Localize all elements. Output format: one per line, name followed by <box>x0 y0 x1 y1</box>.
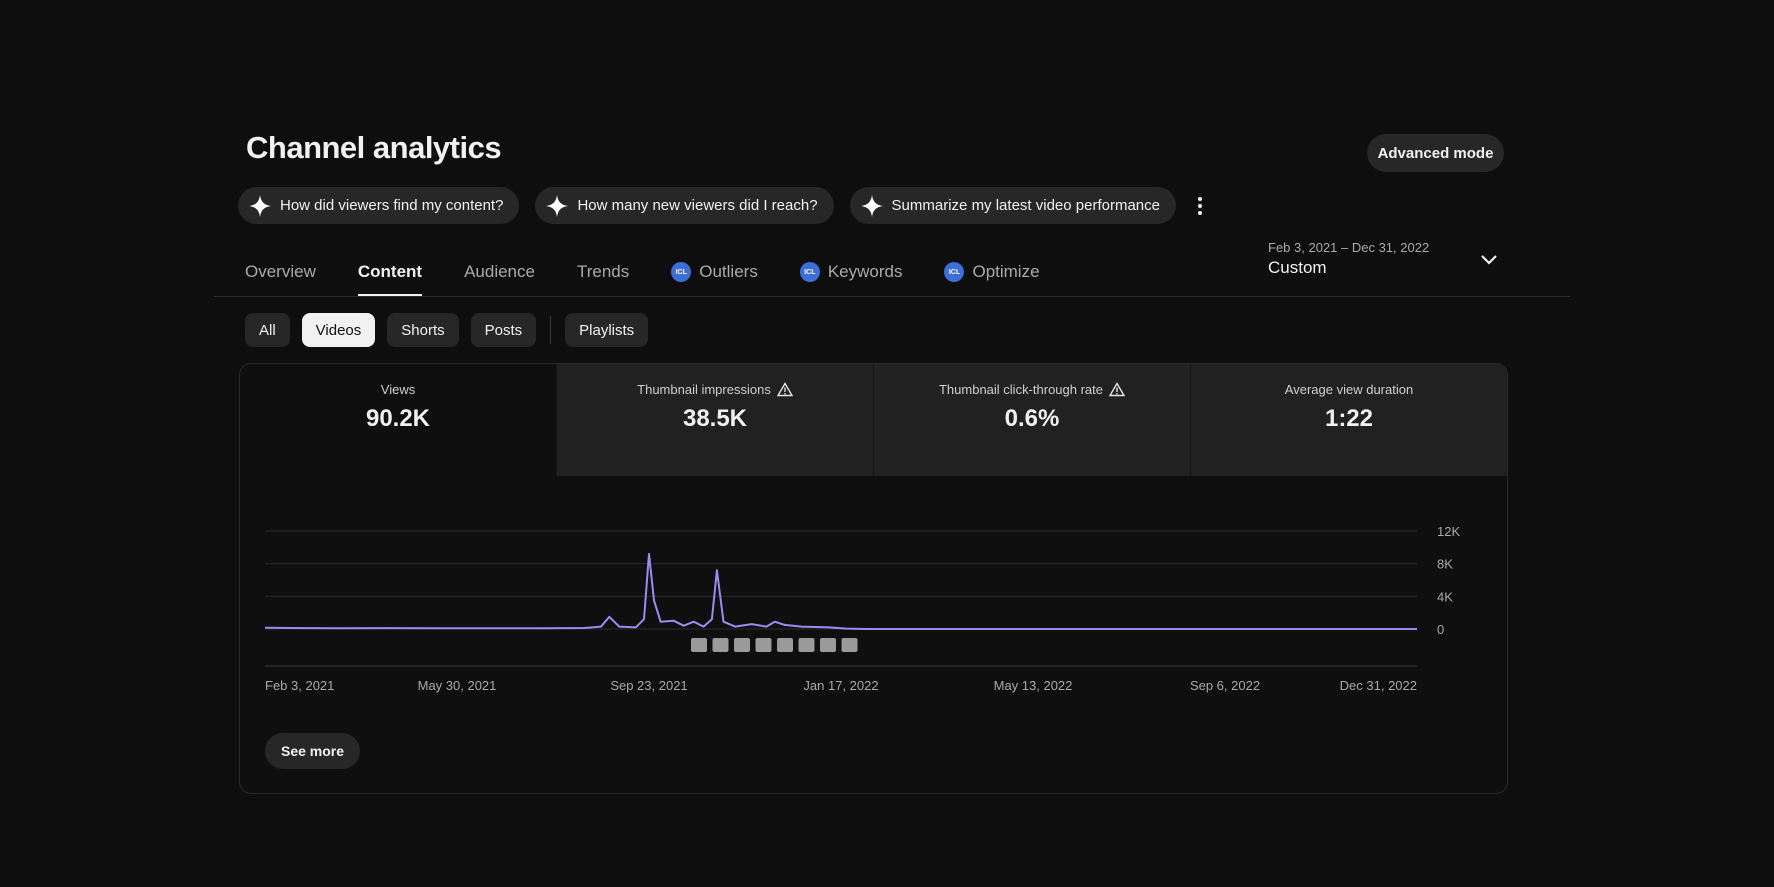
tab-label: Outliers <box>699 262 758 281</box>
warning-icon <box>776 382 793 397</box>
metric-value: 90.2K <box>365 405 431 432</box>
filter-all[interactable]: All <box>245 313 290 347</box>
x-tick-label: May 30, 2021 <box>418 678 497 693</box>
video-marker-icon[interactable] <box>691 638 707 652</box>
extension-badge-icon: ICL <box>799 262 820 282</box>
tab-trends[interactable]: Trends <box>577 262 629 296</box>
video-marker-icon[interactable] <box>820 638 836 652</box>
video-marker-icon[interactable] <box>734 638 750 652</box>
tab-label: Overview <box>245 262 316 281</box>
ai-chip-label: Summarize my latest video performance <box>891 197 1160 214</box>
metric-tab-impressions[interactable]: Thumbnail impressions 38.5K <box>556 364 873 476</box>
see-more-button[interactable]: See more <box>265 733 361 769</box>
sparkle-icon <box>860 194 883 217</box>
x-tick-label: Sep 23, 2021 <box>610 678 687 693</box>
metrics-card: Views 90.2K Thumbnail impressions 38.5K … <box>239 363 1508 794</box>
y-tick-label: 4K <box>1437 589 1453 604</box>
more-vert-icon <box>1197 196 1202 215</box>
chevron-down-icon[interactable] <box>1480 254 1498 266</box>
date-range-dates: Feb 3, 2021 – Dec 31, 2022 <box>1268 240 1430 255</box>
tab-optimize[interactable]: ICL Optimize <box>944 262 1040 296</box>
ai-prompt-chips: How did viewers find my content? How man… <box>238 187 1210 224</box>
metric-tab-avg-duration[interactable]: Average view duration 1:22 <box>1190 364 1507 476</box>
metric-label: Thumbnail click-through rate <box>938 382 1104 397</box>
tab-content[interactable]: Content <box>357 262 423 296</box>
ai-chip-label: How did viewers find my content? <box>280 197 504 214</box>
views-series-line <box>264 552 1417 630</box>
ai-chip-summarize[interactable]: Summarize my latest video performance <box>849 187 1176 224</box>
filter-shorts[interactable]: Shorts <box>387 313 459 347</box>
extension-badge-icon: ICL <box>671 262 692 282</box>
x-tick-label: Dec 31, 2022 <box>1340 678 1417 693</box>
x-tick-label: Sep 6, 2022 <box>1190 678 1260 693</box>
y-tick-label: 0 <box>1437 622 1444 637</box>
metric-label: Thumbnail impressions <box>637 382 771 397</box>
date-range-picker[interactable]: Feb 3, 2021 – Dec 31, 2022 Custom <box>1268 240 1429 278</box>
content-type-filters: All Videos Shorts Posts Playlists <box>245 313 649 347</box>
sparkle-icon <box>249 194 271 217</box>
metric-label: Views <box>380 382 416 397</box>
video-marker-icon[interactable] <box>841 638 858 652</box>
filter-separator <box>550 316 552 344</box>
tab-audience[interactable]: Audience <box>464 262 535 296</box>
y-tick-label: 12K <box>1437 524 1460 539</box>
x-tick-label: May 13, 2022 <box>994 678 1073 693</box>
x-tick-label: Feb 3, 2021 <box>265 678 334 693</box>
tab-label: Audience <box>464 262 535 281</box>
metric-tab-ctr[interactable]: Thumbnail click-through rate 0.6% <box>873 364 1190 476</box>
tab-label: Content <box>357 262 423 281</box>
video-marker-icon[interactable] <box>755 638 772 652</box>
metric-label: Average view duration <box>1284 382 1414 397</box>
ai-chip-new-viewers[interactable]: How many new viewers did I reach? <box>535 187 834 224</box>
filter-playlists[interactable]: Playlists <box>565 313 649 347</box>
tab-keywords[interactable]: ICL Keywords <box>799 262 903 296</box>
tab-label: Optimize <box>972 262 1040 281</box>
extension-badge-icon: ICL <box>944 262 965 282</box>
advanced-mode-button[interactable]: Advanced mode <box>1367 134 1504 172</box>
y-tick-label: 8K <box>1437 557 1453 572</box>
tab-outliers[interactable]: ICL Outliers <box>671 262 758 296</box>
video-marker-icon[interactable] <box>798 638 815 652</box>
analytics-tabs: Overview Content Audience Trends ICL Outl… <box>245 262 1082 296</box>
metric-tab-views[interactable]: Views 90.2K <box>240 364 556 476</box>
filter-posts[interactable]: Posts <box>470 313 537 347</box>
video-marker-icon[interactable] <box>712 638 729 652</box>
tab-label: Trends <box>576 262 630 281</box>
date-range-preset: Custom <box>1268 258 1327 277</box>
ai-chip-label: How many new viewers did I reach? <box>577 197 818 214</box>
tab-overview[interactable]: Overview <box>245 262 316 296</box>
views-line-chart[interactable]: 12K 8K 4K 0 Feb 3, 2021 May 30, 2021 Sep 23, 2… <box>240 476 1507 726</box>
x-tick-label: Jan 17, 2022 <box>803 678 878 693</box>
metric-value: 38.5K <box>682 405 748 432</box>
tab-label: Keywords <box>827 262 903 281</box>
more-options-button[interactable] <box>1190 187 1210 224</box>
metric-value: 0.6% <box>1004 405 1060 432</box>
filter-videos[interactable]: Videos <box>301 313 376 347</box>
video-marker-icon[interactable] <box>777 638 793 652</box>
ai-chip-find-content[interactable]: How did viewers find my content? <box>238 187 520 224</box>
warning-icon <box>1109 382 1126 397</box>
metric-value: 1:22 <box>1324 405 1374 432</box>
tabs-divider <box>214 296 1570 297</box>
sparkle-icon <box>546 194 569 217</box>
page-title: Channel analytics <box>246 130 502 165</box>
